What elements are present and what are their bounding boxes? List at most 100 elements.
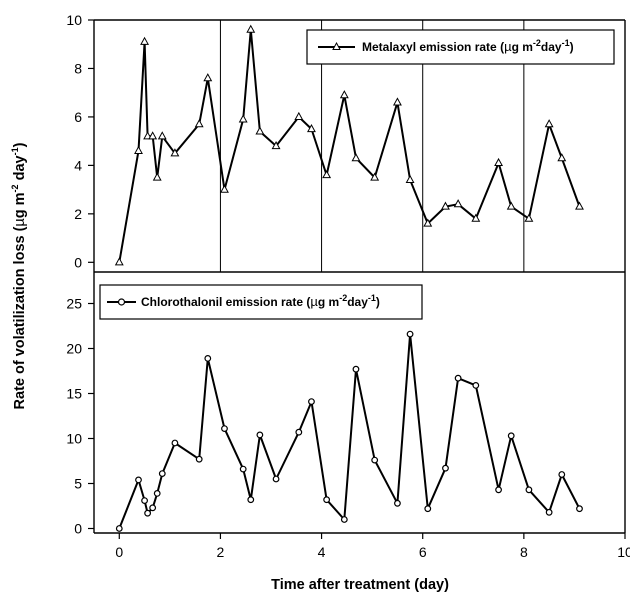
data-point (271, 140, 281, 150)
data-point (158, 470, 166, 478)
data-point (148, 131, 158, 140)
y-tick-label: 25 (66, 296, 82, 312)
data-point (247, 496, 255, 504)
y-tick-label: 6 (74, 109, 82, 125)
data-point (394, 499, 401, 507)
data-point (472, 382, 480, 389)
data-point (340, 516, 348, 523)
data-point (307, 123, 316, 133)
data-point (170, 148, 180, 157)
data-point (140, 36, 150, 45)
data-point (246, 24, 256, 33)
data-point (471, 213, 481, 222)
data-point (405, 174, 415, 184)
data-point (322, 170, 332, 179)
data-point (272, 475, 280, 483)
triangle-marker-icon (332, 41, 341, 50)
bottom-legend-label: Chlorothalonil emission rate ( (141, 295, 310, 309)
y-tick-label: 15 (66, 386, 82, 402)
x-tick-label: 4 (318, 544, 326, 560)
circle-marker-icon (117, 298, 126, 306)
data-point (220, 184, 229, 193)
data-point (544, 119, 554, 128)
y-tick-label: 0 (74, 254, 82, 270)
data-point (135, 476, 142, 484)
data-point (506, 201, 516, 210)
data-point (495, 486, 502, 494)
y-tick-label: 5 (74, 476, 82, 492)
bottom-y-axis-ticks: 0 5 10 15 20 25 (66, 296, 94, 537)
data-point (115, 525, 123, 532)
data-point (441, 201, 450, 210)
data-point (308, 398, 315, 406)
svg-text:Chlorothalonil emission rate (: Chlorothalonil emission rate (µg m-2day-… (141, 293, 380, 309)
data-point (152, 172, 162, 181)
y-axis-label: Rate of volatilization loss (µg m-2 day-… (10, 142, 28, 409)
x-tick-label: 10 (617, 544, 630, 560)
chlorothalonil-series (115, 330, 583, 532)
data-point (575, 201, 584, 210)
data-point (114, 257, 124, 266)
plot-frame (93, 19, 626, 534)
series-line (118, 333, 581, 529)
bottom-legend: Chlorothalonil emission rate (µg m-2day-… (99, 284, 423, 320)
data-point (424, 505, 432, 513)
y-tick-label: 2 (74, 206, 82, 222)
data-point (204, 355, 212, 362)
x-tick-label: 0 (115, 544, 123, 560)
data-point (351, 153, 361, 162)
data-point (144, 509, 152, 517)
data-point (352, 365, 360, 373)
data-point (576, 505, 583, 513)
top-legend: Metalaxyl emission rate (µg m-2day-1) (306, 29, 615, 65)
y-tick-label: 10 (66, 431, 82, 447)
y-tick-label: 0 (74, 521, 82, 537)
data-point (494, 157, 504, 167)
data-point (256, 431, 264, 439)
data-point (339, 90, 349, 99)
data-point (157, 131, 167, 140)
data-point (558, 471, 566, 478)
data-point (221, 425, 228, 433)
data-point (371, 456, 379, 464)
data-point (239, 465, 247, 473)
data-point (255, 126, 265, 135)
top-legend-label: Metalaxyl emission rate ( (362, 40, 504, 54)
data-point (406, 330, 414, 338)
data-point (370, 172, 380, 181)
x-axis-label: Time after treatment (day) (271, 577, 449, 593)
x-tick-label: 2 (217, 544, 225, 560)
y-tick-label: 10 (66, 12, 82, 28)
data-point (194, 119, 204, 128)
data-point (525, 486, 533, 494)
data-point (453, 199, 463, 208)
data-point (134, 145, 143, 154)
data-point (195, 455, 203, 463)
x-axis-ticks: 0 2 4 6 8 10 (115, 533, 630, 560)
data-point (238, 114, 248, 123)
top-y-axis-ticks: 0 2 4 6 8 10 (66, 12, 94, 270)
y-tick-label: 8 (74, 60, 82, 76)
data-point (149, 504, 157, 512)
data-point (423, 218, 433, 227)
data-point (294, 111, 304, 121)
data-point (203, 73, 213, 82)
x-tick-label: 8 (520, 544, 528, 560)
data-point (392, 97, 402, 106)
y-tick-label: 4 (74, 157, 82, 173)
data-point (507, 432, 515, 440)
data-point (171, 439, 179, 447)
data-point (323, 496, 331, 504)
data-point (524, 213, 534, 222)
data-point (141, 497, 148, 505)
data-point (153, 490, 161, 497)
x-tick-label: 6 (419, 544, 427, 560)
y-tick-label: 20 (66, 341, 82, 357)
data-point (557, 153, 567, 162)
data-point (295, 428, 303, 436)
data-point (545, 508, 553, 516)
metalaxyl-series (114, 24, 584, 266)
data-point (454, 374, 462, 382)
svg-text:Metalaxyl emission rate (µg m-: Metalaxyl emission rate (µg m-2day-1) (362, 38, 574, 54)
